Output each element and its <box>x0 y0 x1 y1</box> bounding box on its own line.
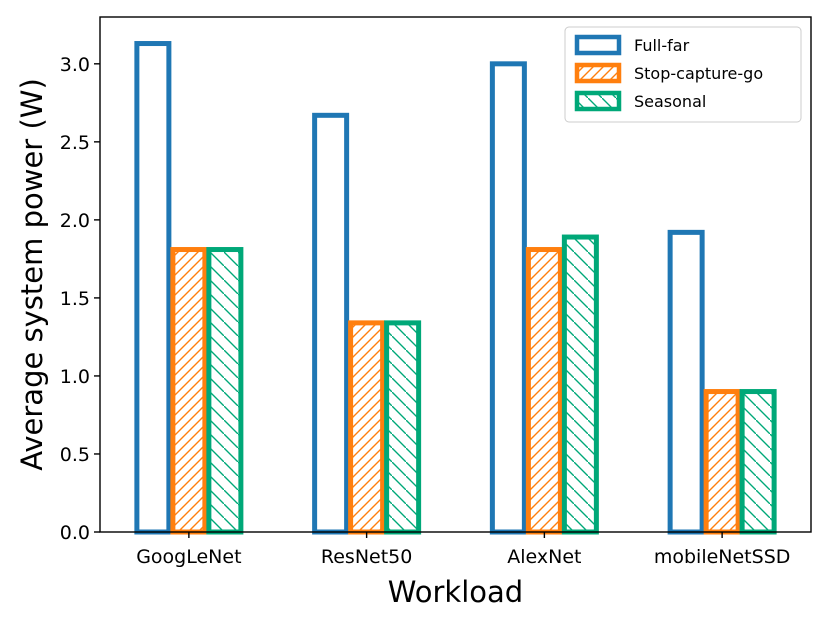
bar-stop-capture-go-googlenet <box>170 247 208 535</box>
y-tick-label: 1.0 <box>60 366 90 388</box>
legend-swatch-seasonal <box>574 90 622 112</box>
bar-full-far-alexnet <box>489 61 527 535</box>
x-tick-label: mobileNetSSD <box>654 546 791 568</box>
bar-full-far-resnet50 <box>312 112 350 535</box>
bar-seasonal-alexnet <box>561 234 599 535</box>
x-axis: GoogLeNet ResNet50 AlexNet mobileNetSSD <box>136 532 790 568</box>
bar-stop-capture-go-alexnet <box>525 247 563 535</box>
plot-frame <box>99 16 812 533</box>
legend-box <box>564 26 802 123</box>
legend-label-stop-capture-go: Stop-capture-go <box>634 64 763 83</box>
y-tick-label: 2.5 <box>60 132 90 154</box>
y-tick-label: 2.0 <box>60 210 90 232</box>
y-tick-label: 1.5 <box>60 288 90 310</box>
bar-full-far-googlenet <box>134 41 172 535</box>
legend-label-seasonal: Seasonal <box>634 92 706 111</box>
bar-seasonal-resnet50 <box>384 320 422 535</box>
legend-swatch-full-far <box>574 34 622 56</box>
bar-stop-capture-go-resnet50 <box>348 320 386 535</box>
legend: Full-far Stop-capture-go Seasonal <box>564 26 802 123</box>
y-axis: 0.0 0.5 1.0 1.5 2.0 2.5 3.0 <box>60 54 100 544</box>
y-axis-title: Average system power (W) <box>15 78 49 471</box>
bar-full-far-mobilenetssd <box>667 229 705 535</box>
legend-swatch-stop-capture-go <box>574 62 622 84</box>
x-axis-title: Workload <box>388 575 523 609</box>
x-tick-label: AlexNet <box>507 546 581 568</box>
legend-label-full-far: Full-far <box>634 36 690 55</box>
y-tick-label: 0.0 <box>60 522 90 544</box>
x-tick-label: GoogLeNet <box>136 546 241 568</box>
bar-seasonal-mobilenetssd <box>739 389 777 535</box>
bar-stop-capture-go-mobilenetssd <box>703 389 741 535</box>
y-tick-label: 3.0 <box>60 54 90 76</box>
x-tick-label: ResNet50 <box>321 546 412 568</box>
bar-seasonal-googlenet <box>206 247 244 535</box>
y-tick-label: 0.5 <box>60 444 90 466</box>
